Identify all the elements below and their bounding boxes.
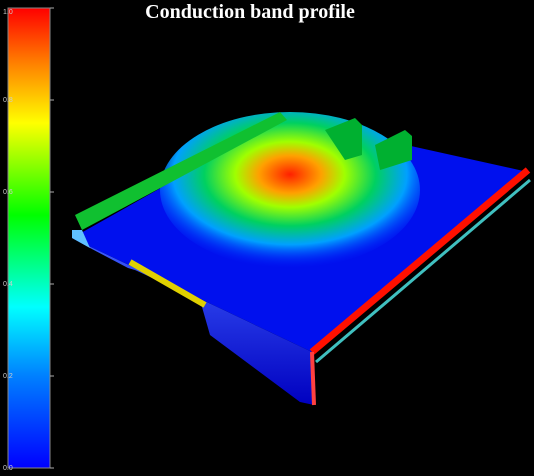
green-rail [75, 112, 287, 230]
colorbar-tick-label: 0.8 [3, 97, 13, 104]
red-rail-end [310, 351, 316, 406]
yellow-rail [128, 259, 207, 308]
hump [160, 112, 420, 268]
colorbar-tick-label: 0.4 [3, 281, 13, 288]
gate-ridge [325, 118, 362, 160]
colorbar-tick-label: 0.6 [3, 189, 13, 196]
red-rail [309, 167, 531, 355]
colorbar [7, 7, 51, 469]
colorbar-tick-label: 0.0 [3, 465, 13, 472]
chart-title: Conduction band profile [145, 1, 355, 23]
surface [72, 112, 531, 406]
colorbar-tick-label: 1.0 [3, 9, 13, 16]
front-wall [72, 238, 314, 405]
rail-end [72, 230, 90, 248]
red-rail-side [315, 178, 531, 364]
colorbar-tick-label: 0.2 [3, 373, 13, 380]
gate-ridge [375, 130, 412, 170]
